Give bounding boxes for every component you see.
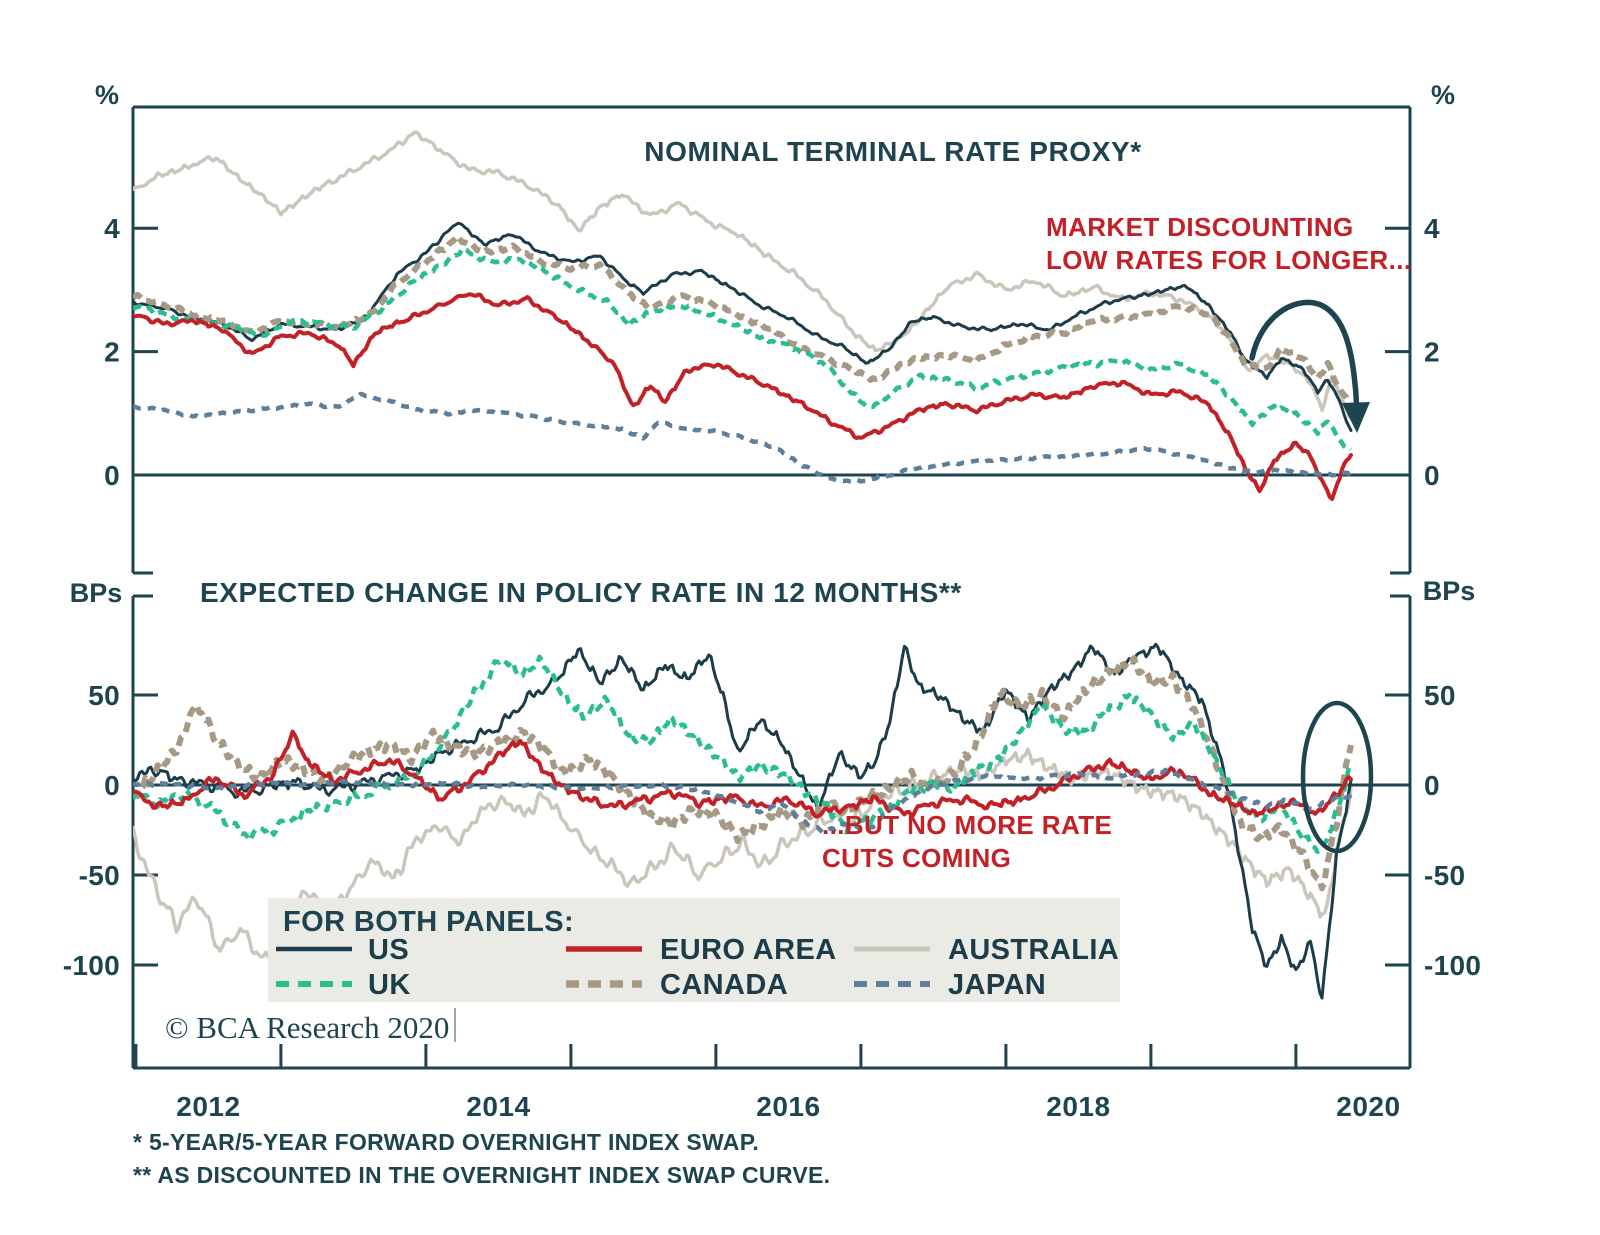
down-arrow-annotation-icon: [1249, 299, 1370, 433]
footnote-1: * 5-YEAR/5-YEAR FORWARD OVERNIGHT INDEX …: [133, 1129, 759, 1155]
series-line-japan-top: [133, 391, 1352, 484]
x-axis-year-label: 2018: [1046, 1091, 1110, 1122]
footnote-2: ** AS DISCOUNTED IN THE OVERNIGHT INDEX …: [133, 1162, 830, 1188]
top-y-tick-label-right: 2: [1424, 337, 1440, 368]
legend-label-australia: AUSTRALIA: [948, 934, 1119, 966]
legend-label-us: US: [368, 934, 409, 966]
market-discounting-annotation-line2: LOW RATES FOR LONGER...: [1046, 245, 1411, 275]
bottom-y-tick-label-left: 50: [88, 680, 120, 711]
copyright-text: © BCA Research 2020: [165, 1010, 449, 1045]
series-line-euro-top: [133, 292, 1353, 501]
bottom-y-tick-label-left: -100: [63, 950, 120, 981]
x-axis-year-label: 2012: [176, 1091, 240, 1122]
bottom-y-tick-label-right: -100: [1424, 950, 1481, 981]
no-more-cuts-annotation-line1: ...BUT NO MORE RATE: [822, 810, 1112, 840]
x-axis-year-label: 2016: [756, 1091, 820, 1122]
legend-background: [268, 898, 1120, 1002]
bottom-y-tick-label-left: 0: [104, 770, 120, 801]
series-line-uk-top: [133, 246, 1353, 452]
bottom-y-tick-label-right: 50: [1424, 680, 1456, 711]
bottom-y-tick-label-right: -50: [1424, 860, 1465, 891]
legend-label-japan: JAPAN: [948, 969, 1046, 1001]
bottom-right-unit-label: BPs: [1423, 576, 1476, 606]
series-line-us-bottom: [133, 642, 1353, 1000]
top-panel-title: NOMINAL TERMINAL RATE PROXY*: [644, 136, 1142, 167]
circle-highlight-annotation-icon: [1300, 700, 1374, 854]
top-y-tick-label-left: 4: [104, 213, 120, 244]
legend-label-uk: UK: [368, 969, 411, 1001]
bottom-y-tick-label-left: -50: [79, 860, 120, 891]
top-y-tick-label-left: 0: [104, 460, 120, 491]
no-more-cuts-annotation-line2: CUTS COMING: [822, 843, 1011, 873]
series-line-canada-bottom: [133, 655, 1354, 892]
bottom-left-unit-label: BPs: [70, 578, 123, 608]
top-y-tick-label-right: 4: [1424, 213, 1440, 244]
bottom-y-tick-label-right: 0: [1424, 770, 1440, 801]
top-panel-series: [133, 130, 1354, 501]
top-y-tick-label-right: 0: [1424, 460, 1440, 491]
x-axis-year-label: 2020: [1336, 1091, 1400, 1122]
legend-label-euro: EURO AREA: [660, 934, 837, 966]
top-right-unit-label: %: [1431, 80, 1455, 110]
legend-title: FOR BOTH PANELS:: [283, 906, 574, 938]
bottom-panel-title: EXPECTED CHANGE IN POLICY RATE IN 12 MON…: [200, 577, 962, 608]
series-line-uk-bottom: [133, 654, 1353, 855]
series-line-euro-bottom: [133, 729, 1353, 819]
x-axis-year-label: 2014: [466, 1091, 530, 1122]
bottom-panel-series: [133, 642, 1354, 1000]
tick-labels: 4 4 2 2 0 0 50 50 0 0 -50 -50 -100 -100 2012 2014 2016 20…: [63, 213, 1481, 1122]
top-y-tick-label-left: 2: [104, 337, 120, 368]
legend-label-canada: CANADA: [660, 969, 788, 1001]
market-discounting-annotation-line1: MARKET DISCOUNTING: [1046, 212, 1354, 242]
top-left-unit-label: %: [95, 80, 119, 110]
